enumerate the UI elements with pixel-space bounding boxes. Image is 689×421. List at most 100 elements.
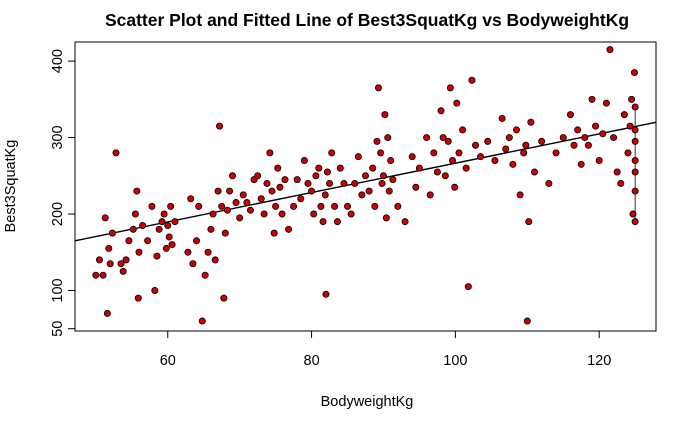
data-point <box>629 210 637 218</box>
data-point <box>449 157 457 165</box>
data-point <box>505 134 513 142</box>
data-point <box>129 225 137 233</box>
data-point <box>226 187 234 195</box>
data-point <box>160 210 168 218</box>
data-point <box>112 149 120 157</box>
data-point <box>133 187 141 195</box>
data-point <box>377 149 385 157</box>
data-point <box>351 179 359 187</box>
data-point <box>358 191 366 199</box>
data-point <box>631 137 639 145</box>
data-point <box>610 134 618 142</box>
data-point <box>441 172 449 180</box>
data-point <box>628 95 636 103</box>
data-point <box>468 76 476 84</box>
data-point <box>193 237 201 245</box>
data-point <box>430 149 438 157</box>
data-point <box>437 107 445 115</box>
data-point <box>171 218 179 226</box>
data-point <box>317 202 325 210</box>
data-point <box>232 199 240 207</box>
data-point <box>631 126 639 134</box>
data-point <box>491 157 499 165</box>
x-tick-label: 60 <box>160 353 176 369</box>
plot-frame <box>74 41 657 332</box>
data-point <box>270 229 278 237</box>
data-point <box>148 202 156 210</box>
data-point <box>297 195 305 203</box>
data-point <box>361 172 369 180</box>
data-point <box>315 164 323 172</box>
data-point <box>322 290 330 298</box>
data-point <box>239 191 247 199</box>
data-point <box>455 149 463 157</box>
data-point <box>105 244 113 252</box>
data-point <box>620 111 628 119</box>
data-point <box>394 202 402 210</box>
data-point <box>347 210 355 218</box>
data-point <box>630 69 638 77</box>
data-point <box>520 149 528 157</box>
data-point <box>216 122 224 130</box>
data-point <box>201 271 209 279</box>
data-point <box>379 172 387 180</box>
data-point <box>389 176 397 184</box>
data-point <box>538 137 546 145</box>
data-point <box>602 99 610 107</box>
data-point <box>373 137 381 145</box>
data-point <box>153 252 161 260</box>
data-point <box>581 134 589 142</box>
data-point <box>331 202 339 210</box>
data-point <box>617 179 625 187</box>
data-point <box>187 195 195 203</box>
data-point <box>439 134 447 142</box>
data-point <box>254 172 262 180</box>
data-point <box>117 260 125 268</box>
data-point <box>290 202 298 210</box>
data-point <box>228 172 236 180</box>
data-point <box>167 202 175 210</box>
data-point <box>464 283 472 291</box>
data-point <box>446 84 454 92</box>
data-point <box>408 153 416 161</box>
data-point <box>103 309 111 317</box>
data-point <box>165 233 173 241</box>
data-point <box>135 248 143 256</box>
data-point <box>340 179 348 187</box>
data-point <box>502 145 510 153</box>
y-tick-label: 100 <box>50 278 66 302</box>
data-point <box>626 122 634 130</box>
data-point <box>158 218 166 226</box>
data-point <box>106 260 114 268</box>
data-point <box>387 157 395 165</box>
y-tick-label: 200 <box>50 202 66 226</box>
data-point <box>426 191 434 199</box>
data-point <box>384 134 392 142</box>
data-point <box>631 187 639 195</box>
data-point <box>566 111 574 119</box>
data-point <box>204 248 212 256</box>
data-point <box>323 168 331 176</box>
data-point <box>198 317 206 325</box>
data-point <box>484 137 492 145</box>
data-point <box>221 229 229 237</box>
data-point <box>312 172 320 180</box>
data-point <box>134 294 142 302</box>
data-point <box>477 153 485 161</box>
data-point <box>257 195 265 203</box>
data-point <box>631 218 639 226</box>
data-point <box>415 164 423 172</box>
data-point <box>570 141 578 149</box>
y-axis: 50 100 200 300 400 <box>50 49 76 337</box>
data-point <box>595 157 603 165</box>
data-point <box>509 160 517 168</box>
data-point <box>371 202 379 210</box>
data-point <box>631 168 639 176</box>
data-point <box>624 149 632 157</box>
data-point <box>144 237 152 245</box>
data-point <box>108 229 116 237</box>
data-point <box>382 214 390 222</box>
data-point <box>513 126 521 134</box>
data-point <box>308 187 316 195</box>
